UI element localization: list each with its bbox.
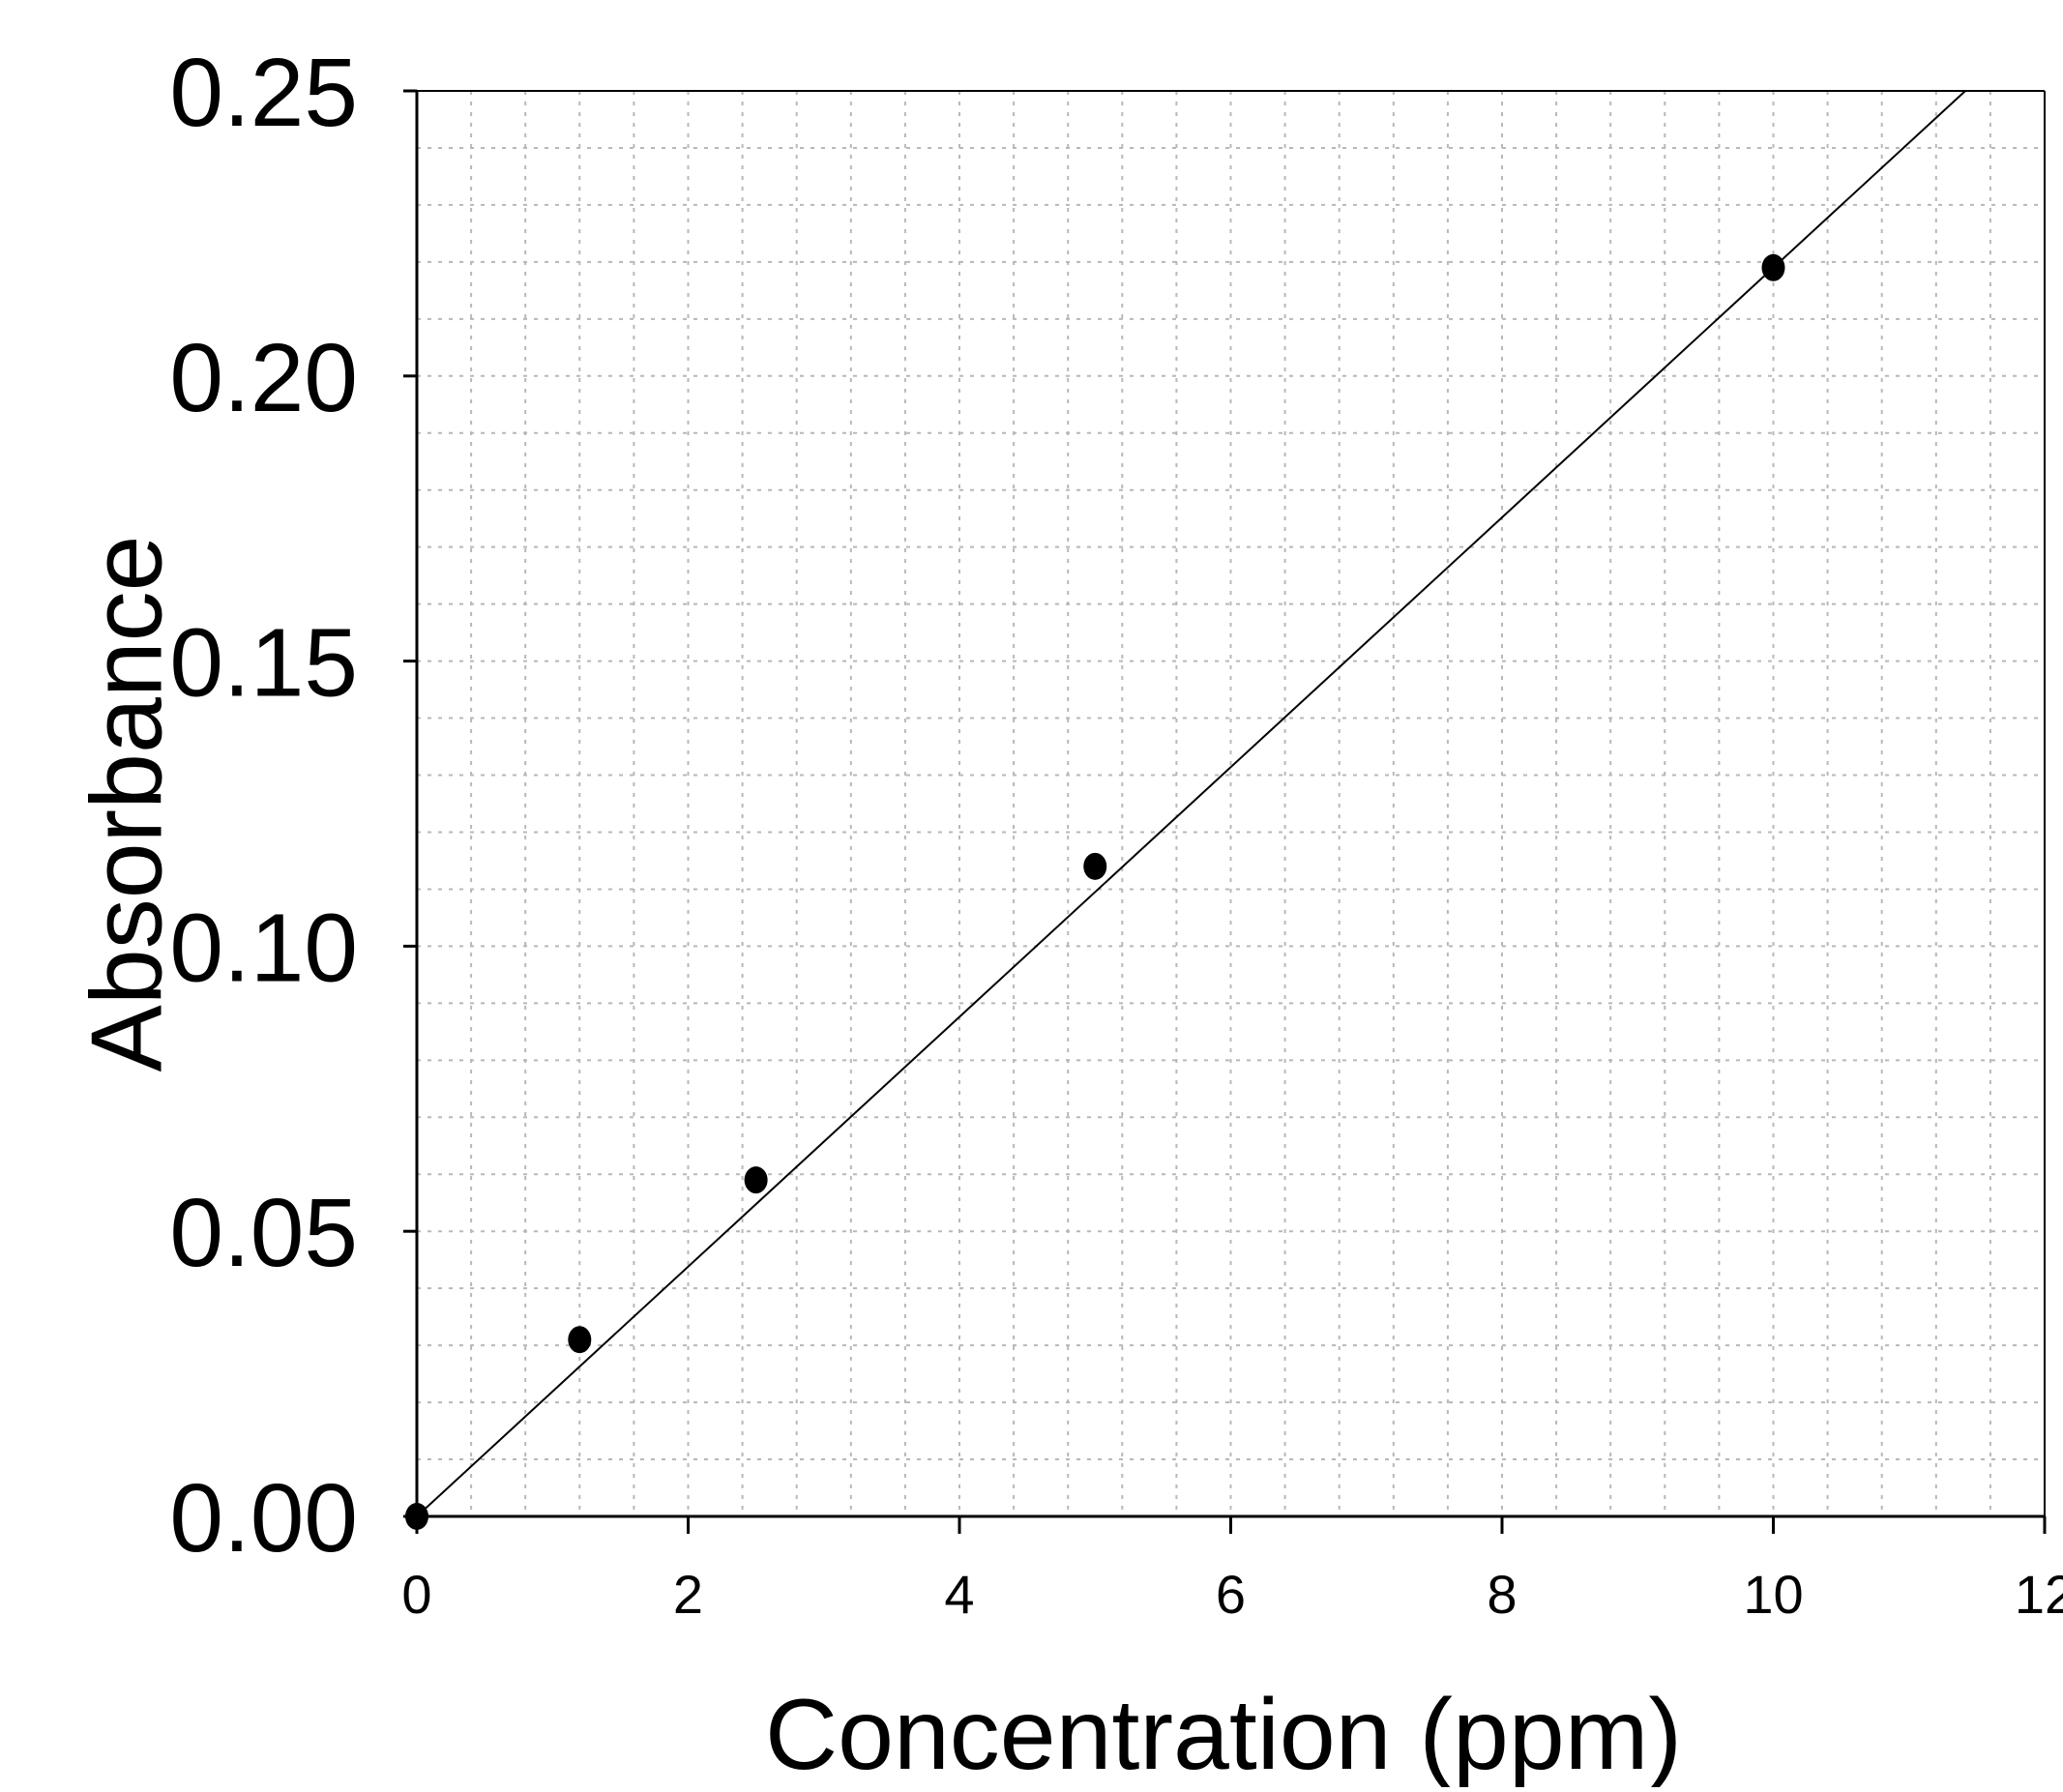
data-point — [1761, 253, 1785, 281]
y-tick-label: 0.10 — [169, 894, 358, 1002]
data-point — [744, 1166, 768, 1194]
tick-labels: 0 2 4 6 8 10 12 0.00 0.05 0.10 0.15 0.20 0.25 — [169, 39, 2063, 1625]
y-tick-label: 0.20 — [169, 324, 358, 432]
data-point — [568, 1326, 592, 1354]
x-tick-label: 12 — [2015, 1564, 2063, 1625]
x-tick-label: 8 — [1487, 1564, 1517, 1625]
x-tick-label: 6 — [1216, 1564, 1246, 1625]
x-tick-label: 4 — [944, 1564, 974, 1625]
data-point — [1083, 852, 1107, 880]
data-point — [405, 1503, 428, 1530]
y-tick-label: 0.15 — [169, 609, 358, 718]
x-tick-label: 0 — [401, 1564, 431, 1625]
data-points — [405, 253, 1785, 1530]
x-axis-title: Concentration (ppm) — [765, 1679, 1682, 1787]
y-tick-label: 0.25 — [169, 39, 358, 147]
axes — [403, 89, 2047, 1534]
trendline-group — [416, 90, 1966, 1517]
x-tick-label: 10 — [1743, 1564, 1803, 1625]
trendline — [416, 90, 1966, 1517]
grid — [417, 91, 2045, 1516]
x-tick-label: 2 — [673, 1564, 703, 1625]
y-tick-label: 0.05 — [169, 1179, 358, 1287]
y-axis-title: Absorbance — [71, 535, 183, 1072]
y-tick-label: 0.00 — [169, 1464, 358, 1572]
